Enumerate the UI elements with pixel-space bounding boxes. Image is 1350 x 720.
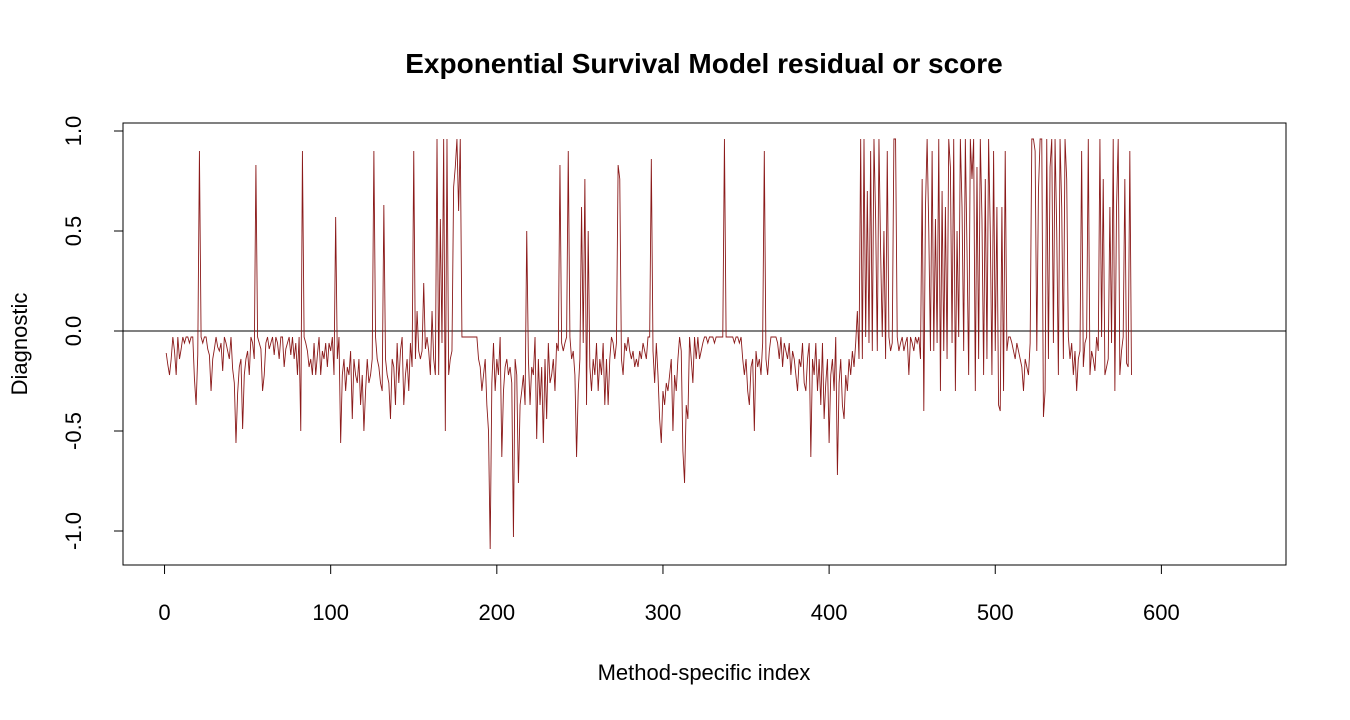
x-axis-label: Method-specific index xyxy=(598,660,811,685)
y-axis-label: Diagnostic xyxy=(7,293,32,396)
chart-title: Exponential Survival Model residual or s… xyxy=(405,48,1003,79)
x-tick-label: 0 xyxy=(158,600,170,625)
y-tick-label: 1.0 xyxy=(61,116,86,147)
x-tick-label: 300 xyxy=(645,600,682,625)
y-tick-label: 0.0 xyxy=(61,316,86,347)
series-line-0 xyxy=(165,138,1132,550)
y-tick-label: -0.5 xyxy=(61,412,86,450)
x-tick-label: 400 xyxy=(811,600,848,625)
y-axis: -1.0 -0.5 0.0 0.5 1.0 xyxy=(61,116,124,550)
x-tick-label: 200 xyxy=(478,600,515,625)
x-tick-label: 100 xyxy=(312,600,349,625)
plot-area xyxy=(123,138,1286,550)
y-tick-label: 0.5 xyxy=(61,216,86,247)
x-tick-label: 500 xyxy=(977,600,1014,625)
y-tick-label: -1.0 xyxy=(61,512,86,550)
x-axis: 0 100 200 300 400 500 600 xyxy=(158,564,1180,625)
x-tick-label: 600 xyxy=(1143,600,1180,625)
plot-frame xyxy=(122,122,1287,566)
